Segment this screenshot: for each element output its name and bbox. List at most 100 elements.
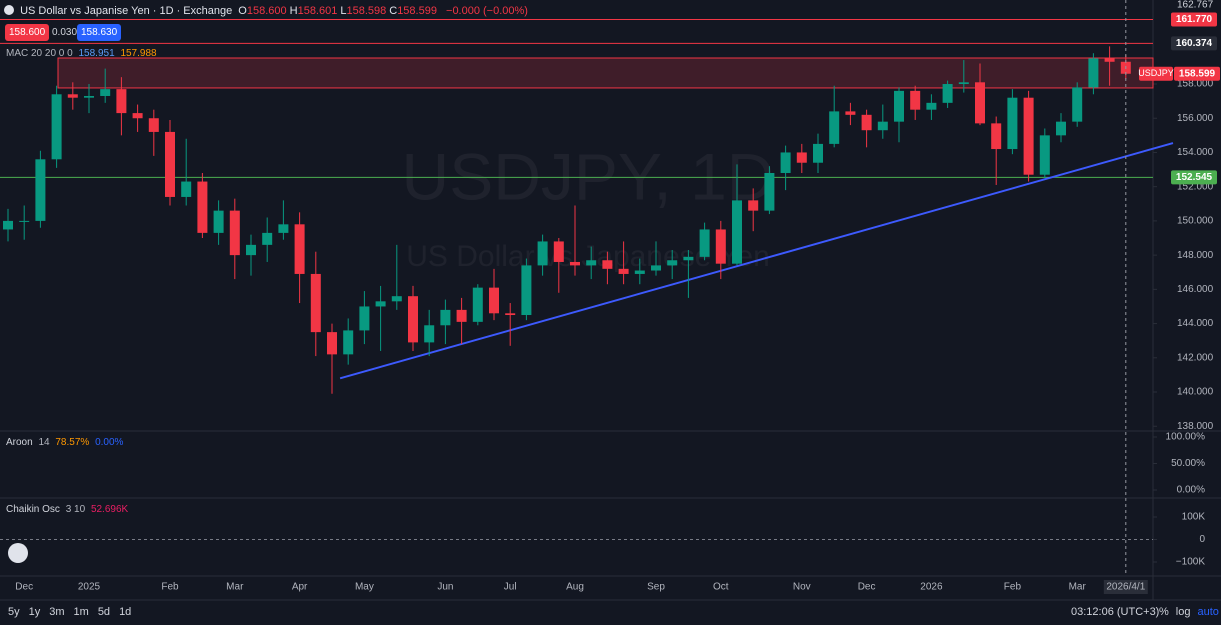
y-tick-label: 144.000 bbox=[1177, 318, 1214, 329]
indicator-lower: 157.988 bbox=[120, 48, 157, 59]
x-tick-label: Aug bbox=[566, 582, 584, 593]
candle-body bbox=[699, 229, 710, 257]
y-tick-label: 0.00% bbox=[1177, 485, 1205, 496]
candle-body bbox=[472, 287, 483, 322]
candle-body bbox=[748, 200, 759, 211]
trend-line bbox=[339, 142, 1174, 380]
buy-button[interactable]: 158.630 bbox=[77, 24, 122, 41]
candle-body bbox=[310, 273, 321, 333]
candle-body bbox=[67, 94, 78, 98]
ohlc-value: 158.598 bbox=[346, 5, 387, 17]
range-button[interactable]: 1y bbox=[28, 606, 41, 618]
y-tick-label: 146.000 bbox=[1177, 284, 1214, 295]
y-tick-label: 50.00% bbox=[1171, 458, 1205, 469]
candle-body bbox=[35, 159, 46, 221]
candle-body bbox=[991, 123, 1002, 150]
candle-body bbox=[1023, 97, 1034, 175]
symbol-tag-label: USDJPY bbox=[1138, 68, 1174, 78]
candle-body bbox=[732, 200, 742, 264]
y-tick-label: 138.000 bbox=[1177, 421, 1214, 432]
level-tag-label: 152.545 bbox=[1176, 172, 1213, 183]
y-tick-label: 148.000 bbox=[1177, 250, 1214, 261]
candle-body bbox=[246, 244, 256, 256]
chaikin-name: Chaikin Osc bbox=[6, 504, 60, 515]
y-tick-label: 0 bbox=[1199, 534, 1205, 545]
y-tick-label: 154.000 bbox=[1177, 147, 1214, 158]
scale-option[interactable]: log bbox=[1175, 606, 1191, 618]
x-tick-label: Dec bbox=[15, 582, 33, 593]
candle-body bbox=[1039, 135, 1050, 175]
candle-body bbox=[343, 330, 354, 355]
candle-body bbox=[262, 232, 273, 245]
range-button[interactable]: 5d bbox=[97, 606, 111, 618]
candle-body bbox=[148, 118, 159, 132]
candle-body bbox=[683, 256, 694, 261]
y-tick-label: 150.000 bbox=[1177, 216, 1214, 227]
x-tick-label: 2026/4/1 bbox=[1106, 582, 1145, 593]
last-price-tag bbox=[1174, 66, 1220, 81]
candle-body bbox=[942, 84, 953, 103]
candle-body bbox=[829, 111, 840, 144]
level-tag bbox=[1171, 36, 1217, 51]
scale-option[interactable]: auto bbox=[1197, 606, 1219, 618]
candle-body bbox=[926, 102, 937, 110]
candle-body bbox=[521, 265, 532, 316]
candle-body bbox=[3, 220, 13, 230]
candle-body bbox=[813, 143, 823, 163]
candle-body bbox=[456, 309, 467, 322]
candle-body bbox=[505, 313, 516, 316]
aroon-name: Aroon bbox=[6, 437, 33, 448]
crosshair-date-bg bbox=[1103, 580, 1148, 594]
indicator-legend: MAC 20 20 0 0 158.951 157.988 bbox=[6, 48, 160, 59]
candle-body bbox=[359, 306, 370, 331]
candle-body bbox=[116, 89, 127, 114]
candle-body bbox=[391, 296, 402, 302]
ohlc-label: L bbox=[340, 5, 347, 17]
y-tick-label: 100K bbox=[1182, 512, 1206, 523]
x-tick-label: 2025 bbox=[78, 582, 101, 593]
candle-body bbox=[651, 265, 661, 271]
candle-body bbox=[537, 241, 548, 266]
range-button[interactable]: 3m bbox=[49, 606, 65, 618]
candle-body bbox=[440, 309, 451, 326]
range-button[interactable]: 5y bbox=[8, 606, 20, 618]
candle-body bbox=[294, 224, 305, 274]
watermark-description: US Dollar vs Japanese Yen bbox=[406, 240, 770, 273]
candle-body bbox=[667, 260, 678, 266]
aroon-length: 14 bbox=[38, 437, 50, 448]
candle-body bbox=[796, 152, 807, 163]
y-tick-label: 140.000 bbox=[1177, 387, 1214, 398]
candle-body bbox=[618, 268, 629, 274]
chaikin-value: 52.696K bbox=[90, 504, 129, 515]
candle-body bbox=[1056, 121, 1066, 136]
price-scale-bg bbox=[1153, 0, 1221, 600]
candle-body bbox=[424, 325, 435, 343]
scale-option[interactable]: % bbox=[1159, 606, 1169, 618]
ohlc-label: C bbox=[389, 5, 398, 17]
y-tick-label: −100K bbox=[1176, 557, 1206, 568]
watermark-symbol: USDJPY, 1D bbox=[402, 139, 775, 213]
candle-body bbox=[278, 224, 289, 233]
candle-body bbox=[780, 152, 791, 173]
range-button[interactable]: 1m bbox=[73, 606, 89, 618]
candle-body bbox=[19, 220, 30, 222]
candle-body bbox=[229, 210, 240, 256]
level-tag bbox=[1171, 12, 1217, 27]
candle-body bbox=[327, 332, 337, 355]
y-tick-label: 156.000 bbox=[1177, 113, 1214, 124]
chaikin-params: 3 10 bbox=[65, 504, 86, 515]
candle-body bbox=[489, 287, 499, 314]
x-tick-label: May bbox=[355, 582, 374, 593]
candle-body bbox=[586, 260, 597, 266]
sell-button[interactable]: 158.600 bbox=[5, 24, 50, 41]
aroon-up: 78.57% bbox=[55, 437, 90, 448]
candle-body bbox=[634, 270, 645, 274]
candle-body bbox=[408, 296, 418, 343]
level-tag-label: 160.374 bbox=[1176, 38, 1213, 49]
range-button[interactable]: 1d bbox=[119, 606, 132, 618]
candle-body bbox=[181, 181, 192, 197]
chaikin-legend: Chaikin Osc 3 10 52.696K bbox=[6, 504, 131, 515]
x-tick-label: Feb bbox=[1004, 582, 1022, 593]
candle-body bbox=[602, 260, 613, 269]
